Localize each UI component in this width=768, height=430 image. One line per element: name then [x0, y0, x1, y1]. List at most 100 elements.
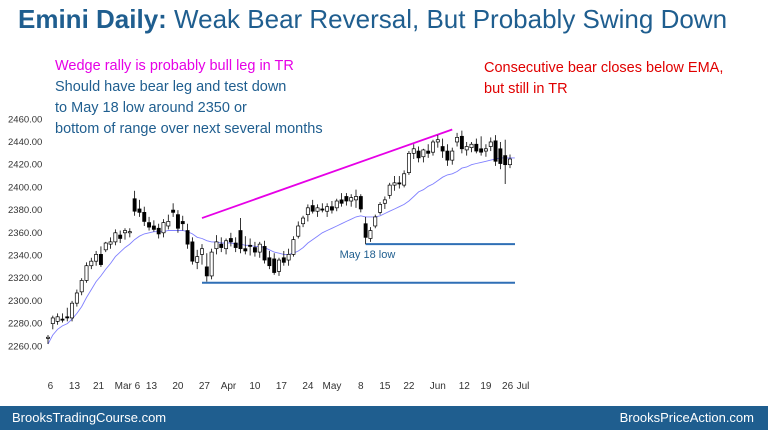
- bear-candle: [233, 242, 238, 248]
- bear-leg-note-line-3: bottom of range over next several months: [55, 121, 323, 137]
- bear-candle: [329, 206, 334, 211]
- wedge-trend-line: [201, 128, 453, 219]
- bear-candle: [339, 199, 344, 204]
- bull-candle: [508, 158, 512, 166]
- x-tick-label: 22: [403, 381, 415, 392]
- x-tick-label: 24: [302, 381, 314, 392]
- bear-candle: [493, 140, 498, 162]
- bull-candle: [349, 197, 354, 202]
- bull-candle: [277, 259, 281, 272]
- bear-candle: [243, 248, 248, 252]
- bear-candle: [397, 182, 402, 185]
- bear-leg-note: Should have bear leg and test down to Ma…: [55, 77, 323, 140]
- bear-candle: [171, 209, 176, 213]
- bull-candle: [368, 230, 373, 239]
- bull-candle: [161, 222, 166, 234]
- y-tick-label: 2400.00: [8, 182, 42, 193]
- bear-candle: [267, 257, 272, 267]
- bear-candle: [204, 266, 209, 277]
- bull-candle: [224, 240, 229, 250]
- bear-candle: [65, 316, 70, 319]
- bear-candle: [320, 208, 325, 211]
- title-bold: Emini Daily:: [18, 4, 167, 34]
- x-tick-label: Jun: [430, 381, 446, 392]
- bull-candle: [55, 316, 60, 322]
- bear-candle: [132, 198, 137, 212]
- bull-candle: [334, 200, 339, 209]
- bull-candle: [46, 336, 50, 339]
- bull-candle: [325, 206, 330, 212]
- bull-candle: [392, 182, 397, 186]
- x-tick-label: 6: [48, 381, 54, 392]
- y-tick-label: 2340.00: [8, 251, 42, 262]
- bear-candle: [281, 257, 286, 263]
- y-tick-label: 2380.00: [8, 205, 42, 216]
- bull-candle: [257, 243, 262, 253]
- candlestick-chart: 2260.00 2280.00 2300.00 2320.00 2340.00 2360.…: [8, 114, 530, 392]
- y-tick-label: 2320.00: [8, 273, 42, 284]
- x-tick-label: 8: [358, 381, 364, 392]
- x-tick-label: 15: [379, 381, 391, 392]
- bull-candle: [387, 184, 392, 196]
- bear-candle: [416, 150, 421, 159]
- x-tick-label: 21: [93, 381, 105, 392]
- bear-candle: [175, 214, 180, 229]
- bear-leg-note-line-1: Should have bear leg and test down: [55, 79, 287, 95]
- bear-candle: [180, 221, 185, 225]
- x-tick-label: 12: [459, 381, 471, 392]
- bear-candle: [310, 205, 315, 212]
- bull-candle: [94, 254, 99, 262]
- y-tick-label: 2460.00: [8, 114, 42, 125]
- bear-candle: [228, 238, 233, 243]
- bull-candle: [89, 260, 94, 267]
- bear-candle: [440, 146, 445, 152]
- title-rest: Weak Bear Reversal, But Probably Swing D…: [166, 4, 728, 34]
- y-tick-label: 2440.00: [8, 137, 42, 148]
- y-tick-label: 2360.00: [8, 228, 42, 239]
- bear-candle: [262, 246, 267, 261]
- bear-candle: [219, 243, 224, 248]
- x-tick-label: Jul: [517, 381, 530, 392]
- ema-note-line-2: but still in TR: [484, 81, 568, 97]
- bear-candle: [459, 135, 464, 150]
- x-tick-label: 17: [276, 381, 288, 392]
- bear-leg-note-line-2: to May 18 low around 2350 or: [55, 100, 247, 116]
- bear-candle: [185, 230, 190, 245]
- bull-candle: [84, 265, 89, 281]
- bull-candle: [406, 152, 411, 173]
- footer-right-site[interactable]: BrooksPriceAction.com: [619, 410, 754, 425]
- bear-candle: [344, 196, 349, 202]
- bull-candle: [469, 143, 474, 149]
- footer-left-site[interactable]: BrooksTradingCourse.com: [12, 410, 167, 425]
- bear-candle: [479, 148, 484, 153]
- bull-candle: [296, 225, 301, 237]
- y-tick-label: 2420.00: [8, 160, 42, 171]
- bull-candle: [113, 232, 118, 243]
- bull-candle: [378, 204, 383, 213]
- may-18-low-label: May 18 low: [340, 249, 396, 261]
- bull-candle: [286, 254, 291, 261]
- bull-candle: [108, 241, 113, 245]
- bull-candle: [450, 150, 455, 161]
- bull-candle: [315, 207, 320, 212]
- bull-candle: [70, 302, 75, 319]
- bull-candle: [291, 239, 296, 255]
- bull-candle: [483, 148, 488, 152]
- x-tick-label: 13: [146, 381, 158, 392]
- bear-candle: [503, 155, 508, 166]
- bull-candle: [464, 146, 469, 151]
- bull-candle: [431, 141, 435, 153]
- bear-candle: [272, 258, 277, 273]
- x-tick-label: May: [322, 381, 341, 392]
- bear-candle: [142, 212, 147, 222]
- bull-candle: [74, 292, 79, 304]
- bull-candle: [166, 221, 171, 227]
- bull-candle: [305, 207, 310, 215]
- bull-candle: [103, 242, 108, 251]
- bull-candle: [127, 231, 132, 234]
- bear-candle: [358, 196, 363, 210]
- bull-candle: [382, 199, 387, 204]
- bull-candle: [200, 248, 204, 255]
- bear-candle: [248, 244, 253, 247]
- bull-candle: [455, 137, 460, 143]
